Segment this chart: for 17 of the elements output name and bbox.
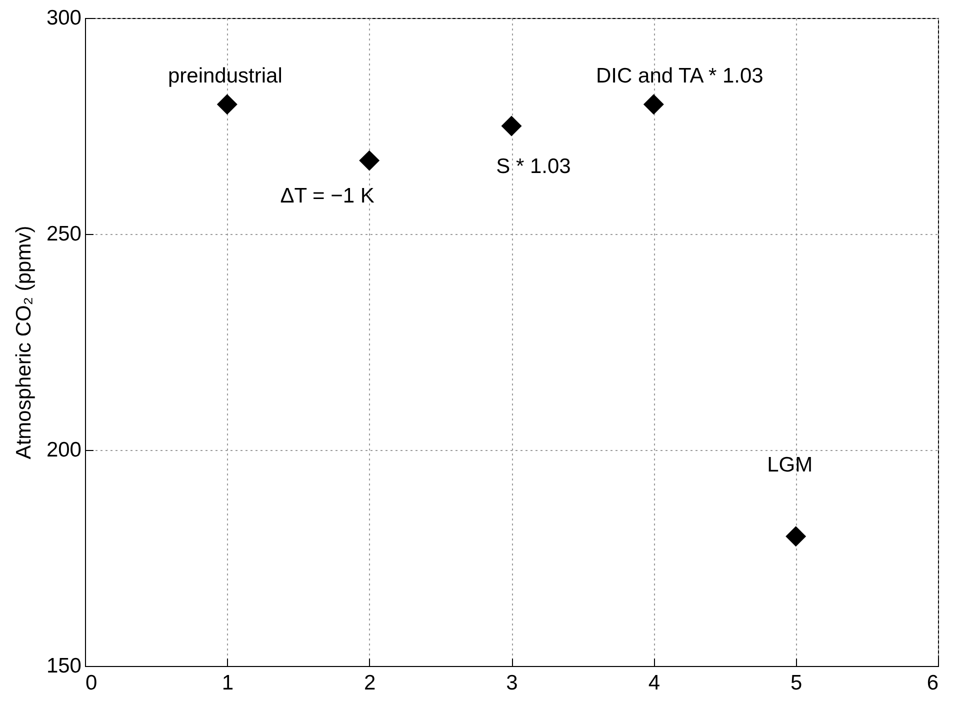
annotation: ΔT = −1 K — [280, 184, 374, 208]
y-tick-label: 250 — [46, 222, 82, 246]
x-tick-label: 5 — [790, 672, 802, 694]
x-tick-label: 0 — [86, 672, 98, 694]
y-tick-label: 150 — [46, 654, 82, 678]
y-tick-label: 300 — [46, 6, 82, 30]
x-tick-label: 6 — [926, 672, 938, 694]
annotation: LGM — [767, 453, 813, 476]
x-tick-label: 1 — [222, 672, 234, 694]
x-tick-label: 2 — [364, 672, 376, 694]
y-tick-label: 200 — [46, 438, 82, 462]
x-tick-label: 3 — [506, 672, 518, 694]
annotation: S * 1.03 — [496, 155, 571, 178]
annotation: DIC and TA * 1.03 — [596, 64, 764, 88]
y-axis-title: Atmospheric CO₂ (ppmv) — [12, 226, 36, 460]
annotation: preindustrial — [168, 64, 282, 88]
x-tick-label: 4 — [648, 672, 660, 694]
